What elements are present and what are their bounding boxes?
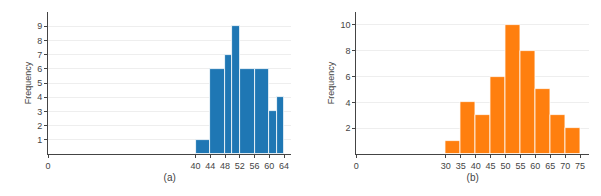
svg-text:6: 6 — [37, 64, 42, 74]
svg-text:70: 70 — [560, 161, 570, 171]
svg-text:0: 0 — [45, 161, 50, 171]
svg-text:50: 50 — [500, 161, 510, 171]
svg-text:60: 60 — [264, 161, 274, 171]
svg-text:35: 35 — [456, 161, 466, 171]
svg-text:75: 75 — [575, 161, 585, 171]
svg-text:30: 30 — [441, 161, 451, 171]
svg-text:Frequency: Frequency — [23, 61, 33, 104]
svg-text:(a): (a) — [164, 172, 176, 183]
svg-text:2: 2 — [37, 121, 42, 131]
svg-text:2: 2 — [346, 123, 351, 133]
svg-text:4: 4 — [37, 92, 42, 102]
svg-text:45: 45 — [486, 161, 496, 171]
svg-text:48: 48 — [220, 161, 230, 171]
svg-text:55: 55 — [515, 161, 525, 171]
svg-text:4: 4 — [346, 98, 351, 108]
svg-text:Frequency: Frequency — [326, 61, 336, 104]
svg-text:52: 52 — [235, 161, 245, 171]
svg-text:0: 0 — [354, 161, 359, 171]
svg-text:(b): (b) — [467, 172, 479, 183]
svg-text:1: 1 — [37, 135, 42, 145]
svg-text:5: 5 — [37, 78, 42, 88]
svg-text:7: 7 — [37, 50, 42, 60]
svg-text:9: 9 — [37, 21, 42, 31]
svg-text:10: 10 — [341, 20, 351, 30]
svg-text:64: 64 — [279, 161, 289, 171]
svg-text:8: 8 — [346, 46, 351, 56]
svg-text:56: 56 — [250, 161, 260, 171]
svg-text:60: 60 — [530, 161, 540, 171]
svg-text:65: 65 — [545, 161, 555, 171]
svg-text:6: 6 — [346, 72, 351, 82]
svg-text:44: 44 — [205, 161, 215, 171]
svg-text:3: 3 — [37, 107, 42, 117]
svg-text:8: 8 — [37, 36, 42, 46]
svg-text:40: 40 — [191, 161, 201, 171]
svg-text:40: 40 — [471, 161, 481, 171]
